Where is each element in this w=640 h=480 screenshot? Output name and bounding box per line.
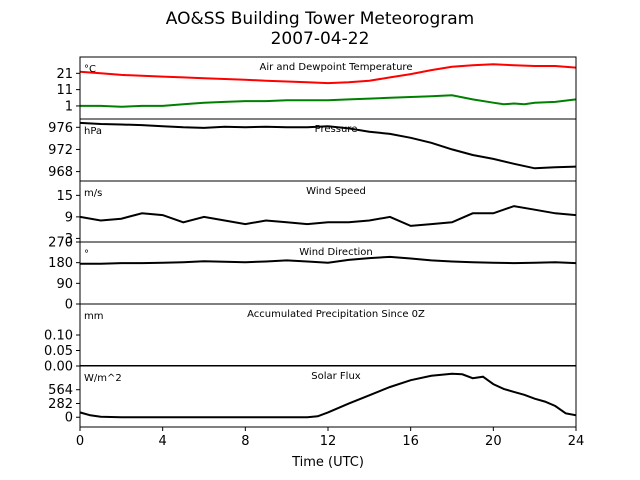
y-tick-label: 3 <box>65 232 73 247</box>
y-tick-label: 564 <box>48 383 73 398</box>
series-line-1 <box>80 63 576 85</box>
y-tick-label: 11 <box>56 83 73 98</box>
panel-2: 968 972 976 hPa Pressure <box>48 118 577 182</box>
panel-4: 0 90 180 270 ° Wind Direction <box>48 236 577 313</box>
y-tick-label: 0.10 <box>44 329 73 344</box>
series-line-2 <box>80 94 576 108</box>
x-tick-label: 4 <box>159 434 167 449</box>
y-tick-label: 976 <box>48 121 73 136</box>
panel-3: 3 9 15 m/s Wind Speed <box>56 180 577 247</box>
y-tick-label: 0.05 <box>44 344 73 359</box>
panel-unit-label: ° <box>84 249 89 260</box>
y-tick-label: 1 <box>65 99 73 114</box>
panel-title: Pressure <box>315 124 358 135</box>
y-tick-label: 180 <box>48 256 73 271</box>
x-tick-label: 12 <box>320 434 337 449</box>
panel-unit-label: mm <box>84 311 103 322</box>
y-tick-label: 15 <box>56 189 73 204</box>
y-tick-label: 21 <box>56 67 73 82</box>
y-tick-label: 0 <box>65 411 73 426</box>
panel-unit-label: hPa <box>84 126 102 137</box>
series-line-1 <box>80 205 576 227</box>
x-tick-label: 20 <box>485 434 502 449</box>
y-tick-label: 90 <box>56 277 73 292</box>
y-tick-label: 9 <box>65 210 73 225</box>
y-tick-label: 0.00 <box>44 360 73 375</box>
y-tick-label: 972 <box>48 143 73 158</box>
panel-title: Solar Flux <box>311 371 361 382</box>
panel-unit-label: m/s <box>84 188 102 199</box>
series-line-1 <box>80 121 576 170</box>
panel-unit-label: W/m^2 <box>84 373 122 384</box>
x-axis-label: Time (UTC) <box>291 455 364 470</box>
panel-title: Accumulated Precipitation Since 0Z <box>247 309 425 320</box>
panel-title: Wind Speed <box>306 186 366 197</box>
x-axis: 0 4 8 12 16 20 24 <box>76 427 584 449</box>
x-tick-label: 16 <box>402 434 419 449</box>
y-tick-label: 282 <box>48 397 73 412</box>
x-tick-label: 24 <box>568 434 585 449</box>
figure-title-line1: AO&SS Building Tower Meteorogram <box>166 9 474 29</box>
x-tick-label: 0 <box>76 434 84 449</box>
y-tick-label: 270 <box>48 236 73 251</box>
y-tick-label: 968 <box>48 165 73 180</box>
y-tick-label: 0 <box>65 298 73 313</box>
series-line-1 <box>80 372 576 419</box>
series-line-1 <box>80 255 576 265</box>
figure-title-line2: 2007-04-22 <box>271 29 370 49</box>
panel-title: Air and Dewpoint Temperature <box>260 62 413 73</box>
panel-unit-label: °C <box>84 64 96 75</box>
x-tick-label: 8 <box>241 434 249 449</box>
panel-title: Wind Direction <box>299 247 373 258</box>
panel-5: 0.000.050.10 mm Accumulated Precipitation … <box>44 303 577 375</box>
